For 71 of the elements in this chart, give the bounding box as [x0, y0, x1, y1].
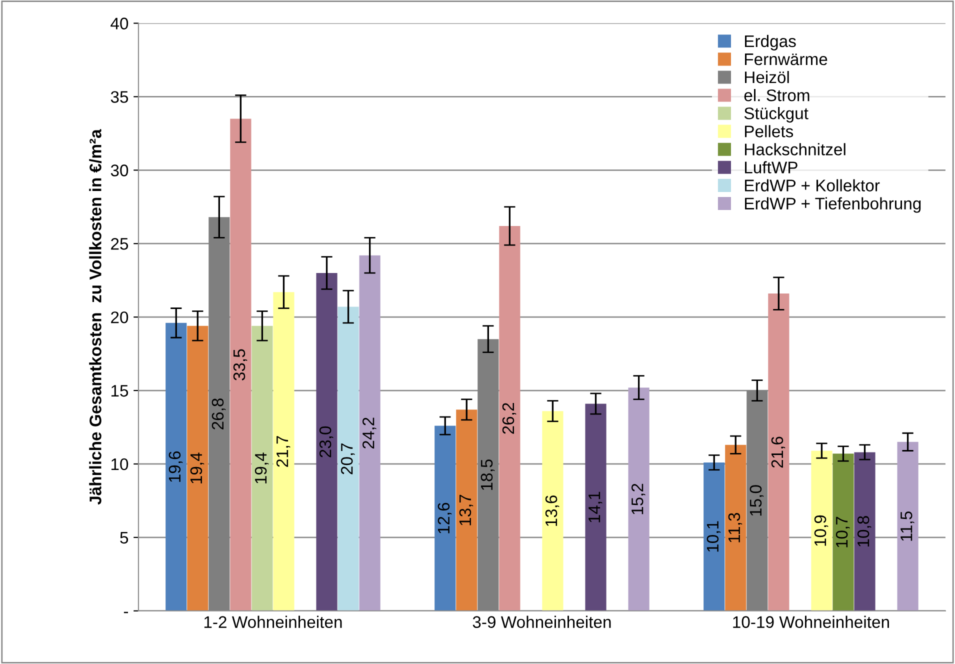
- bar: [704, 462, 725, 611]
- x-tick-label: 1-2 Wohneinheiten: [204, 616, 342, 628]
- legend-label: Pellets: [745, 125, 794, 138]
- data-label: 26,2: [502, 403, 516, 434]
- x-tick-label: 10-19 Wohneinheiten: [733, 616, 889, 628]
- bar: [456, 410, 478, 611]
- bar: [542, 411, 564, 611]
- legend-label: Stückgut: [744, 107, 808, 123]
- bar: [359, 255, 380, 611]
- data-label: 10,9: [814, 515, 828, 546]
- y-tick-label: 40: [110, 18, 128, 30]
- data-label: 26,8: [212, 398, 226, 430]
- data-label: 33,5: [233, 349, 248, 380]
- bar: [628, 388, 650, 611]
- bar: [725, 444, 746, 611]
- legend-label: el. Strom: [744, 89, 810, 102]
- data-label: 10,1: [706, 521, 721, 552]
- data-label: 13,6: [545, 495, 560, 526]
- legend-label: Fernwärme: [745, 54, 828, 66]
- legend-label: LuftWP: [745, 161, 798, 174]
- legend-label: ErdWP + Tiefenbohrung: [745, 197, 921, 213]
- legend-label: Heizöl: [745, 70, 789, 84]
- legend-label: Hackschnitzel: [745, 143, 846, 156]
- bar: [897, 442, 918, 611]
- bar: [252, 326, 273, 611]
- bar: [338, 306, 359, 611]
- bar: [499, 226, 520, 611]
- bar: [166, 322, 187, 611]
- data-label: 18,5: [480, 459, 495, 490]
- y-tick-label: 10: [111, 458, 128, 470]
- data-label: 19,6: [168, 451, 183, 482]
- data-label: 19,4: [254, 452, 269, 484]
- data-label: 15,2: [631, 484, 646, 514]
- data-label: 19,4: [190, 452, 204, 484]
- data-label: 15,0: [750, 485, 764, 516]
- bar: [208, 217, 230, 611]
- y-tick-label: 20: [111, 311, 128, 324]
- data-label: 11,5: [900, 512, 914, 541]
- y-tick-label: 35: [110, 91, 128, 103]
- y-tick-label: -: [124, 612, 128, 614]
- data-label: 20,7: [340, 443, 355, 474]
- y-tick-label: 5: [120, 532, 128, 544]
- data-label: 12,6: [438, 502, 452, 534]
- bar: [854, 452, 876, 611]
- data-label: 23,0: [319, 426, 334, 458]
- bar: [832, 454, 854, 611]
- bar: [478, 339, 499, 611]
- data-label: 21,6: [771, 436, 786, 468]
- y-tick-label: 25: [111, 238, 128, 250]
- bar: [746, 390, 768, 611]
- data-label: 11,3: [728, 513, 742, 542]
- legend-label: ErdWP + Kollektor: [745, 179, 880, 192]
- data-label: 10,7: [836, 516, 850, 548]
- data-label: 10,8: [857, 516, 872, 546]
- x-tick-label: 3-9 Wohneinheiten: [472, 616, 611, 628]
- data-label: 14,1: [588, 492, 602, 522]
- data-label: 13,7: [459, 494, 474, 526]
- y-tick-label: 15: [111, 385, 128, 397]
- y-axis-title: Jährliche Gesamtkosten zu Vollkosten in €/m²a: [89, 129, 102, 505]
- bar: [585, 404, 606, 611]
- bar: [230, 118, 252, 611]
- y-tick-label: 30: [110, 164, 128, 176]
- bar: [273, 292, 294, 611]
- legend-label: Erdgas: [745, 34, 796, 50]
- bar: [811, 450, 832, 611]
- bar: [187, 326, 208, 611]
- data-label: 21,7: [276, 436, 290, 467]
- data-label: 24,2: [362, 418, 376, 448]
- bar: [768, 294, 790, 611]
- bar: [316, 272, 338, 611]
- bar: [434, 426, 456, 611]
